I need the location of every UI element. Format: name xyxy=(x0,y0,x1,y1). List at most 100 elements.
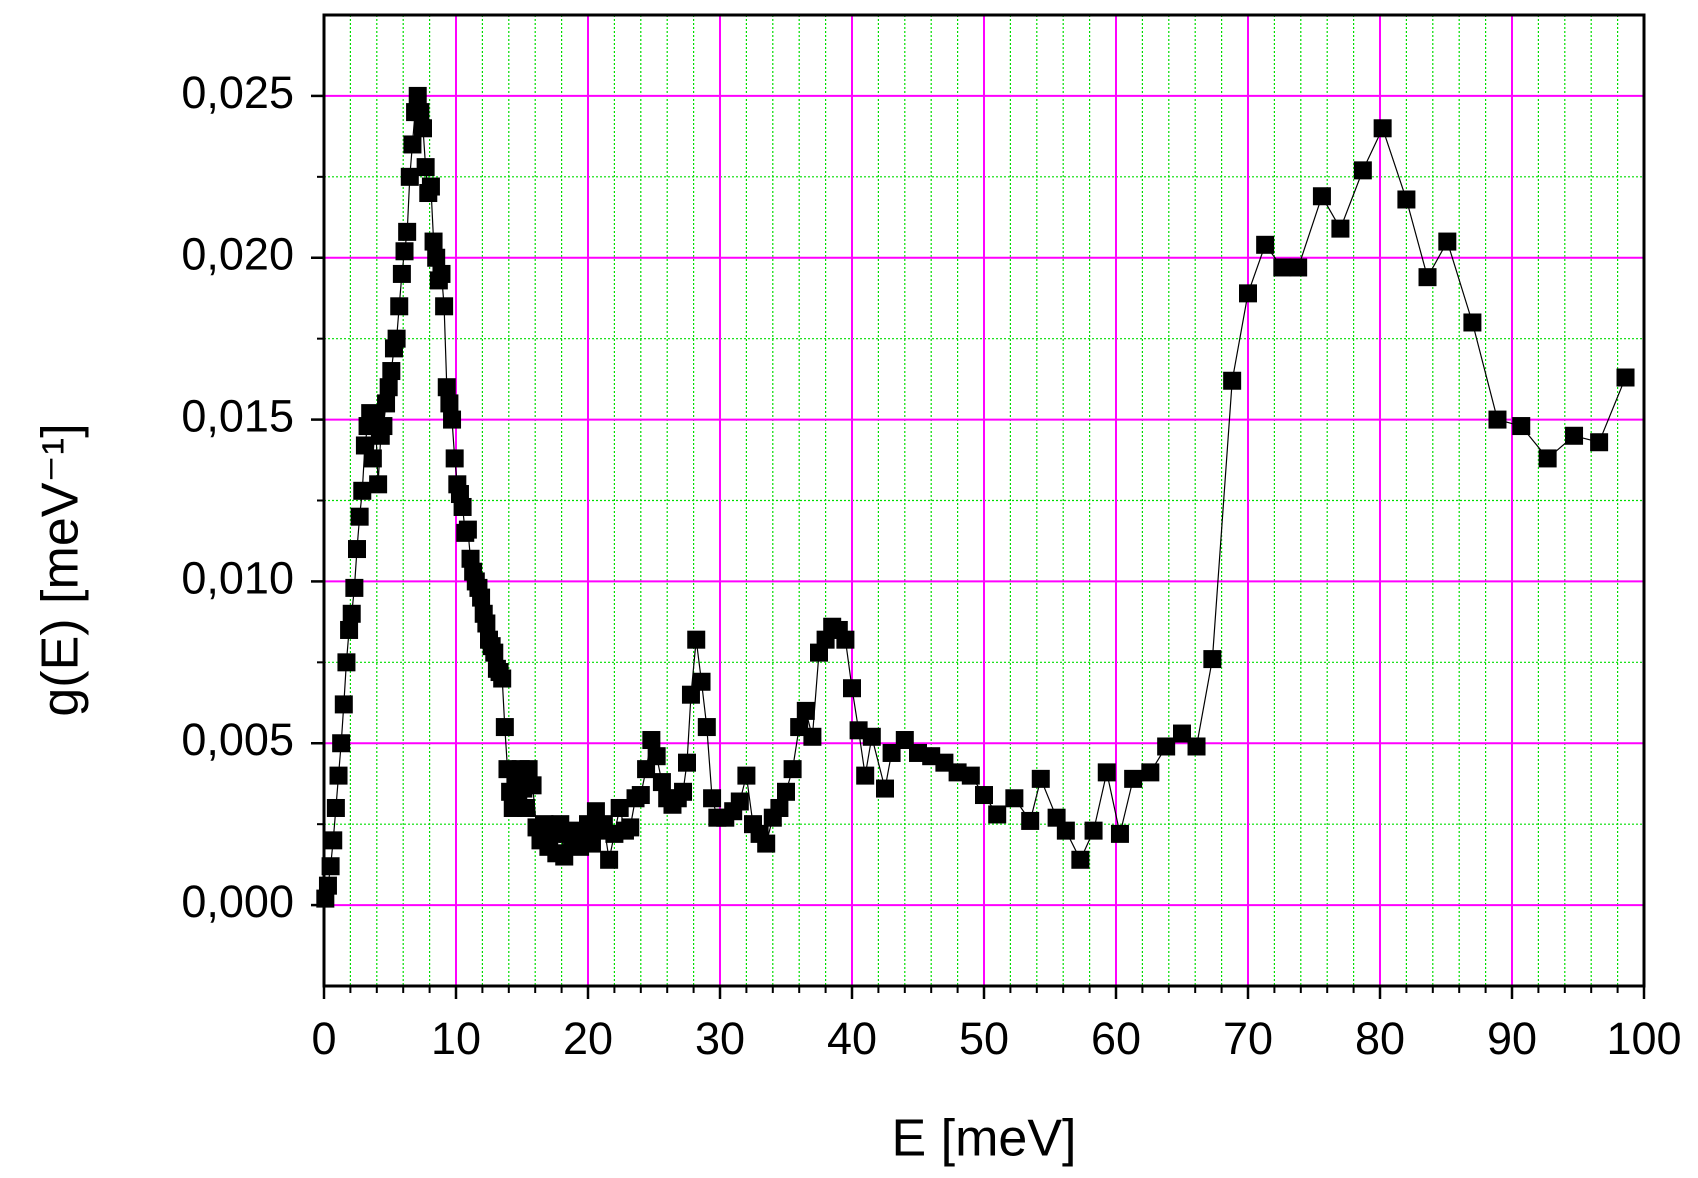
data-point xyxy=(519,760,538,779)
x-tick-label: 100 xyxy=(1606,1013,1681,1064)
x-tick-label: 20 xyxy=(563,1013,613,1064)
data-point xyxy=(363,449,382,468)
data-point xyxy=(843,679,861,698)
x-axis-label: E [meV] xyxy=(892,1110,1077,1168)
data-point xyxy=(1084,821,1103,840)
data-point xyxy=(600,850,619,869)
data-point xyxy=(757,834,776,853)
data-point xyxy=(443,410,462,429)
data-point xyxy=(770,798,789,817)
data-point xyxy=(377,394,396,413)
data-point xyxy=(1173,724,1191,743)
data-point xyxy=(674,782,693,801)
data-point xyxy=(610,798,629,817)
data-point xyxy=(1565,426,1584,445)
data-point xyxy=(411,103,430,122)
data-point xyxy=(369,475,388,494)
data-point xyxy=(1141,763,1160,782)
x-tick-label: 50 xyxy=(959,1013,1009,1064)
data-point xyxy=(374,417,393,436)
data-point xyxy=(334,695,353,714)
data-point xyxy=(1312,187,1331,206)
data-point xyxy=(730,792,749,811)
data-point xyxy=(1616,368,1635,387)
data-point xyxy=(416,158,435,177)
data-point xyxy=(440,394,459,413)
data-point xyxy=(337,653,356,672)
x-tick-label: 60 xyxy=(1091,1013,1141,1064)
data-point xyxy=(631,786,650,805)
data-point xyxy=(1273,258,1292,277)
data-point xyxy=(777,782,795,801)
data-point xyxy=(1418,268,1437,287)
data-point xyxy=(340,620,359,639)
data-point xyxy=(836,630,855,649)
data-point xyxy=(1005,789,1024,808)
y-tick-label: 0,005 xyxy=(181,714,294,765)
data-point xyxy=(1397,190,1416,209)
data-point xyxy=(318,876,337,895)
data-point xyxy=(796,701,815,720)
data-point xyxy=(1463,313,1482,332)
data-point xyxy=(485,643,504,662)
data-point xyxy=(647,747,666,766)
y-tick-label: 0,020 xyxy=(181,229,294,280)
data-point xyxy=(324,831,343,850)
x-tick-label: 0 xyxy=(311,1013,336,1064)
data-point xyxy=(856,766,875,785)
data-point xyxy=(737,766,756,785)
data-point xyxy=(477,614,496,633)
data-point xyxy=(961,766,980,785)
data-point xyxy=(1157,737,1176,756)
data-point xyxy=(523,776,542,795)
x-tick-label: 70 xyxy=(1223,1013,1273,1064)
data-point xyxy=(332,734,351,753)
x-tick-label: 80 xyxy=(1355,1013,1405,1064)
data-point xyxy=(350,507,369,526)
data-point xyxy=(1110,824,1129,843)
data-point xyxy=(392,264,411,283)
data-point xyxy=(342,604,361,623)
data-point xyxy=(621,818,640,837)
data-point xyxy=(1590,433,1609,452)
data-point xyxy=(697,718,716,737)
data-point xyxy=(1256,235,1275,254)
data-point xyxy=(326,798,345,817)
data-point xyxy=(1031,769,1050,788)
data-point xyxy=(321,857,340,876)
data-point xyxy=(398,222,417,241)
data-point xyxy=(453,497,472,516)
data-point xyxy=(387,329,406,348)
data-point xyxy=(803,727,822,746)
data-point xyxy=(395,242,414,261)
data-point xyxy=(427,248,446,267)
data-point xyxy=(348,540,366,559)
data-point xyxy=(1289,258,1308,277)
data-point xyxy=(382,362,401,381)
data-point xyxy=(437,378,456,397)
x-tick-label: 30 xyxy=(695,1013,745,1064)
data-point xyxy=(1203,650,1222,669)
data-point xyxy=(414,119,432,138)
data-point xyxy=(1124,769,1143,788)
data-point xyxy=(876,779,894,798)
data-point xyxy=(472,588,491,607)
data-point xyxy=(652,773,671,792)
data-point xyxy=(400,167,419,186)
x-tick-label: 40 xyxy=(827,1013,877,1064)
data-point xyxy=(1021,811,1040,830)
data-point xyxy=(1373,119,1392,138)
data-point xyxy=(783,760,802,779)
data-point xyxy=(445,449,464,468)
data-point xyxy=(1056,821,1075,840)
y-tick-label: 0,025 xyxy=(181,67,294,118)
y-tick-label: 0,000 xyxy=(181,876,294,927)
data-point xyxy=(1239,284,1257,303)
data-point xyxy=(988,805,1007,824)
data-point xyxy=(1438,232,1457,251)
x-tick-label: 10 xyxy=(431,1013,481,1064)
data-point xyxy=(421,177,440,196)
data-point xyxy=(1512,417,1531,436)
data-point xyxy=(703,789,722,808)
